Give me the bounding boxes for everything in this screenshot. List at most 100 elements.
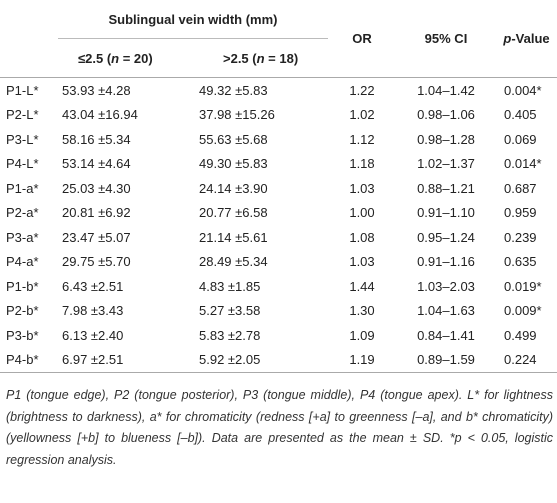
group1-cell: 7.98 ±3.43 bbox=[62, 303, 124, 319]
table-row: P2-a* 20.81 ±6.92 20.77 ±6.58 1.00 0.91–1.10… bbox=[0, 201, 557, 226]
row-label: P1-L* bbox=[6, 82, 39, 98]
table-row: P4-L* 53.14 ±4.64 49.30 ±5.83 1.18 1.02–1.37… bbox=[0, 152, 557, 177]
ci-cell: 0.91–1.16 bbox=[417, 254, 475, 270]
sub-suffix: = 20) bbox=[119, 50, 153, 66]
group2-cell: 49.32 ±5.83 bbox=[199, 82, 268, 98]
or-cell: 1.09 bbox=[349, 327, 375, 343]
group2-cell: 55.63 ±5.68 bbox=[199, 131, 268, 147]
empty-header bbox=[0, 0, 58, 39]
group2-cell: 21.14 ±5.61 bbox=[199, 229, 268, 245]
ci-cell: 0.88–1.21 bbox=[417, 180, 475, 196]
group2-cell: 5.27 ±3.58 bbox=[199, 303, 261, 319]
sub-var: n bbox=[256, 50, 265, 66]
group2-cell: 4.83 ±1.85 bbox=[199, 278, 261, 294]
group-header: Sublingual vein width (mm) bbox=[58, 0, 328, 39]
p-cell: 0.224 bbox=[496, 347, 557, 373]
table-header: Sublingual vein width (mm) OR 95% CI p-V… bbox=[0, 0, 557, 78]
group2-cell: 5.83 ±2.78 bbox=[199, 327, 261, 343]
sub-var: n bbox=[111, 50, 120, 66]
ci-cell: 0.95–1.24 bbox=[417, 229, 475, 245]
sub-prefix: ≤2.5 ( bbox=[78, 50, 112, 66]
p-var: p bbox=[503, 31, 512, 46]
or-cell: 1.22 bbox=[349, 82, 375, 98]
ci-cell: 0.89–1.59 bbox=[396, 347, 496, 373]
group2-cell: 20.77 ±6.58 bbox=[199, 205, 268, 221]
row-label: P4-a* bbox=[6, 254, 39, 270]
p-cell: 0.959 bbox=[504, 205, 537, 221]
or-cell: 1.03 bbox=[349, 254, 375, 270]
row-label: P1-a* bbox=[6, 180, 39, 196]
header-row: Sublingual vein width (mm) OR 95% CI p-V… bbox=[0, 0, 557, 78]
row-label: P2-L* bbox=[6, 107, 39, 123]
p-cell: 0.009* bbox=[504, 303, 542, 319]
row-label: P3-L* bbox=[6, 131, 39, 147]
ci-cell: 0.91–1.10 bbox=[417, 205, 475, 221]
or-cell: 1.30 bbox=[349, 303, 375, 319]
row-label: P1-b* bbox=[6, 278, 39, 294]
group1-cell: 20.81 ±6.92 bbox=[62, 205, 131, 221]
table-body: P1-L* 53.93 ±4.28 49.32 ±5.83 1.22 1.04–1.42… bbox=[0, 78, 557, 373]
group2-cell: 28.49 ±5.34 bbox=[199, 254, 268, 270]
sub-header: ≤2.5 (n = 20) bbox=[58, 38, 193, 78]
or-cell: 1.02 bbox=[349, 107, 375, 123]
footnote: P1 (tongue edge), P2 (tongue posterior),… bbox=[6, 388, 553, 467]
header-row: ≤2.5 (n = 20) >2.5 (n = 18) bbox=[0, 38, 557, 78]
p-cell: 0.239 bbox=[504, 229, 537, 245]
table-row: P4-a* 29.75 ±5.70 28.49 ±5.34 1.03 0.91–1.16… bbox=[0, 250, 557, 275]
or-cell: 1.18 bbox=[349, 156, 375, 172]
table-row: P3-L* 58.16 ±5.34 55.63 ±5.68 1.12 0.98–1.28… bbox=[0, 127, 557, 152]
ci-cell: 1.02–1.37 bbox=[417, 156, 475, 172]
sub-header: >2.5 (n = 18) bbox=[193, 38, 328, 78]
ci-cell: 0.84–1.41 bbox=[417, 327, 475, 343]
group1-cell: 53.14 ±4.64 bbox=[62, 156, 131, 172]
p-cell: 0.499 bbox=[504, 327, 537, 343]
ci-cell: 0.98–1.28 bbox=[417, 131, 475, 147]
group2-cell: 24.14 ±3.90 bbox=[199, 180, 268, 196]
empty-header bbox=[0, 38, 58, 78]
group1-cell: 29.75 ±5.70 bbox=[62, 254, 131, 270]
group1-cell: 6.97 ±2.51 bbox=[58, 347, 193, 373]
group2-cell: 37.98 ±15.26 bbox=[199, 107, 275, 123]
or-cell: 1.12 bbox=[349, 131, 375, 147]
or-cell: 1.03 bbox=[349, 180, 375, 196]
table-row: P3-b* 6.13 ±2.40 5.83 ±2.78 1.09 0.84–1.41 0.… bbox=[0, 323, 557, 348]
ci-cell: 1.04–1.42 bbox=[417, 82, 475, 98]
group1-cell: 58.16 ±5.34 bbox=[62, 131, 131, 147]
table-row: P1-b* 6.43 ±2.51 4.83 ±1.85 1.44 1.03–2.03 0.… bbox=[0, 274, 557, 299]
ci-cell: 1.04–1.63 bbox=[417, 303, 475, 319]
or-header: OR bbox=[328, 0, 396, 78]
ci-header: 95% CI bbox=[396, 0, 496, 78]
ci-cell: 1.03–2.03 bbox=[417, 278, 475, 294]
p-cell: 0.004* bbox=[504, 82, 542, 98]
group1-cell: 53.93 ±4.28 bbox=[62, 82, 131, 98]
group1-cell: 25.03 ±4.30 bbox=[62, 180, 131, 196]
row-label: P4-L* bbox=[6, 156, 39, 172]
p-suffix: -Value bbox=[511, 31, 550, 46]
p-cell: 0.014* bbox=[504, 156, 542, 172]
group1-cell: 23.47 ±5.07 bbox=[62, 229, 131, 245]
data-table: Sublingual vein width (mm) OR 95% CI p-V… bbox=[0, 0, 557, 373]
group1-cell: 6.43 ±2.51 bbox=[62, 278, 124, 294]
p-cell: 0.687 bbox=[504, 180, 537, 196]
or-cell: 1.08 bbox=[349, 229, 375, 245]
table-row: P4-b* 6.97 ±2.51 5.92 ±2.05 1.19 0.89–1.59 0.… bbox=[0, 347, 557, 373]
p-header: p-Value bbox=[496, 0, 557, 78]
table-row: P2-L* 43.04 ±16.94 37.98 ±15.26 1.02 0.98–1.… bbox=[0, 103, 557, 128]
row-label: P3-a* bbox=[6, 229, 39, 245]
or-cell: 1.19 bbox=[328, 347, 396, 373]
table-row: P2-b* 7.98 ±3.43 5.27 ±3.58 1.30 1.04–1.63 0.… bbox=[0, 299, 557, 324]
row-label: P2-b* bbox=[6, 303, 39, 319]
or-cell: 1.44 bbox=[349, 278, 375, 294]
ci-cell: 0.98–1.06 bbox=[417, 107, 475, 123]
sub-suffix: = 18) bbox=[264, 50, 299, 66]
group1-cell: 43.04 ±16.94 bbox=[62, 107, 138, 123]
group2-cell: 49.30 ±5.83 bbox=[199, 156, 268, 172]
sub-prefix: >2.5 ( bbox=[223, 50, 257, 66]
p-cell: 0.405 bbox=[504, 107, 537, 123]
table-row: P3-a* 23.47 ±5.07 21.14 ±5.61 1.08 0.95–1.24… bbox=[0, 225, 557, 250]
p-cell: 0.635 bbox=[504, 254, 537, 270]
group1-cell: 6.13 ±2.40 bbox=[62, 327, 124, 343]
row-label: P3-b* bbox=[6, 327, 39, 343]
group2-cell: 5.92 ±2.05 bbox=[193, 347, 328, 373]
